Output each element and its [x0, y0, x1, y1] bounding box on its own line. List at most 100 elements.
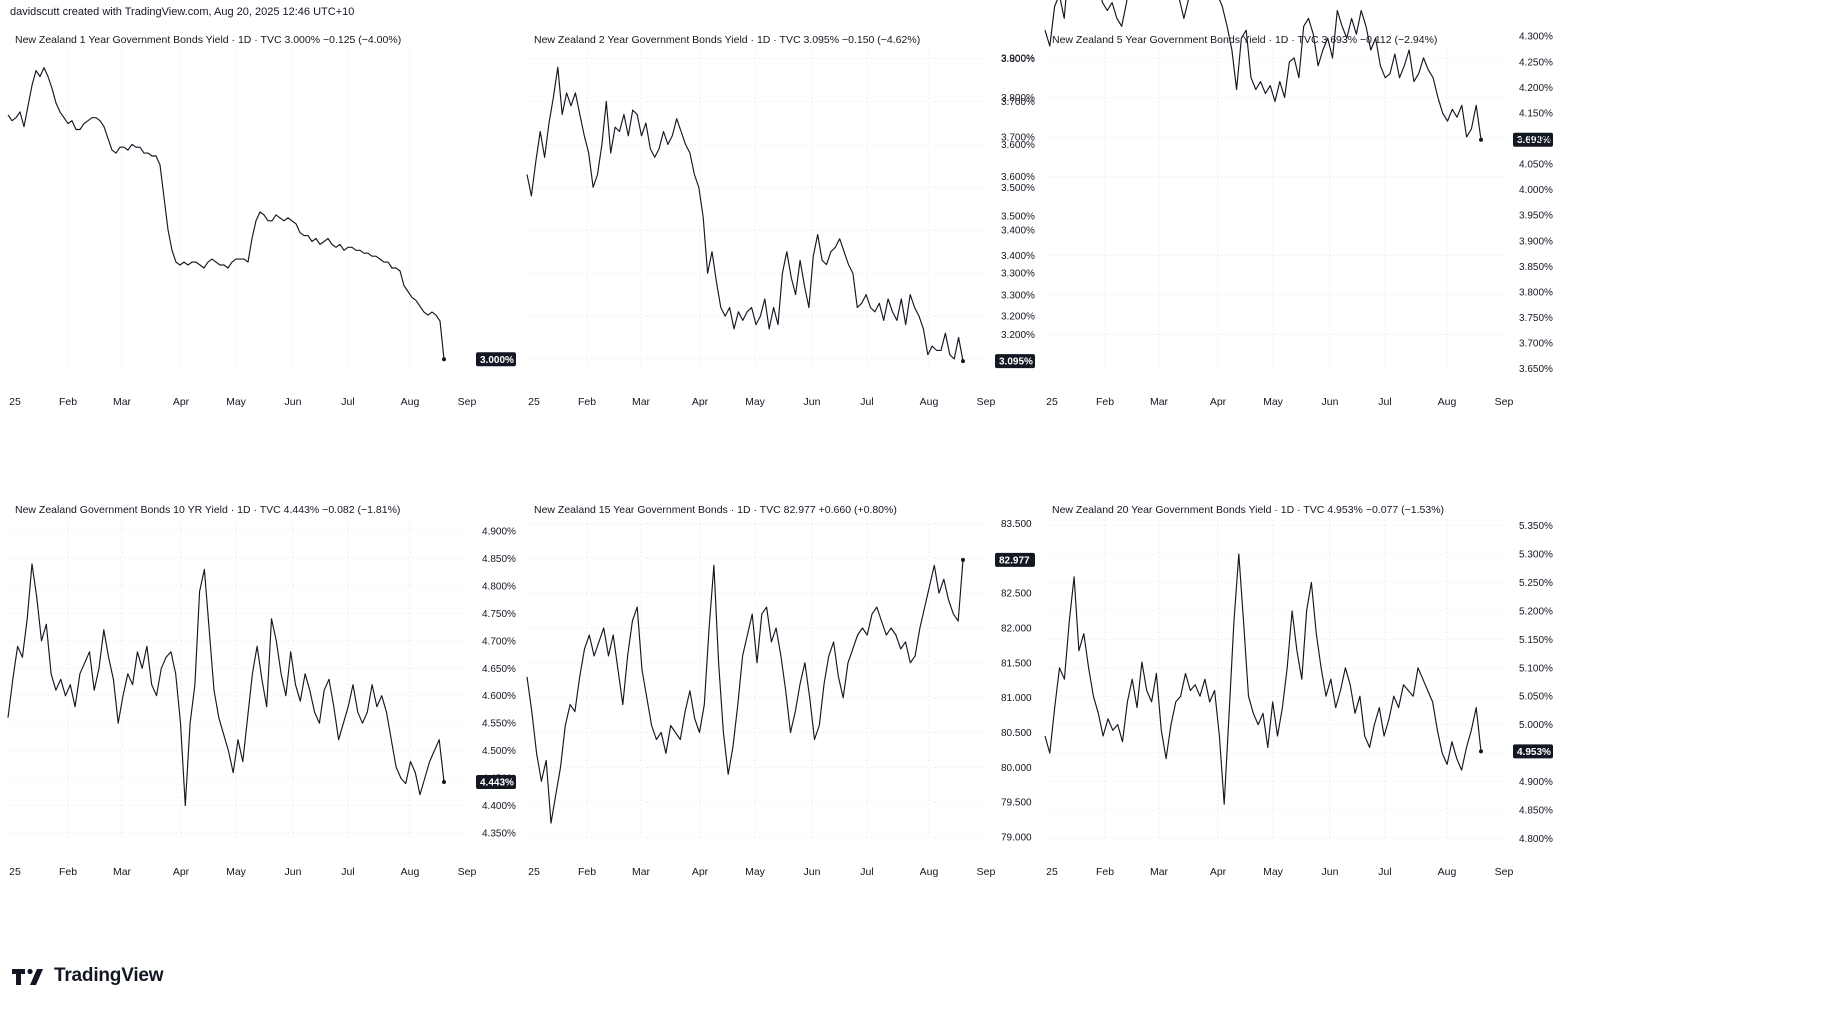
- x-tick-label: May: [1263, 396, 1284, 408]
- y-tick-label: 4.850%: [482, 554, 516, 565]
- y-tick-label: 4.500%: [482, 746, 516, 757]
- x-tick-label: Feb: [578, 396, 596, 408]
- y-tick-label: 4.700%: [482, 636, 516, 647]
- x-tick-label: Mar: [632, 866, 651, 878]
- series-line: [526, 559, 964, 824]
- chart-panel-1y[interactable]: New Zealand 1 Year Government Bonds Yiel…: [0, 24, 610, 484]
- last-point-marker: [442, 779, 446, 784]
- y-tick-label: 81.000: [1001, 693, 1032, 704]
- x-tick-label: Jun: [1322, 396, 1339, 408]
- x-tick-label: 25: [528, 866, 540, 878]
- y-tick-label: 4.800%: [1519, 834, 1553, 845]
- right-axis-tick-label: 3.650%: [1519, 364, 1553, 375]
- y-tick-label: 3.300%: [1001, 290, 1035, 301]
- x-tick-label: Mar: [1150, 866, 1169, 878]
- legend-5y: New Zealand 5 Year Government Bonds Yiel…: [1052, 34, 1438, 46]
- x-tick-label: Aug: [920, 396, 939, 408]
- x-tick-label: May: [745, 866, 766, 878]
- legend-20y: New Zealand 20 Year Government Bonds Yie…: [1052, 504, 1445, 516]
- last-point-marker: [961, 557, 965, 562]
- plot-5y[interactable]: 3.900%3.800%3.700%3.600%3.500%3.400%3.30…: [1001, 0, 1647, 484]
- plot-10y[interactable]: 4.900% 4.850% 4.800% 4.750% 4.700% 4.650% 4.60…: [0, 494, 610, 954]
- x-tick-label: May: [745, 396, 766, 408]
- plot-15y[interactable]: 83.50083.00082.50082.00081.50081.00080.5…: [519, 494, 1129, 954]
- y-tick-label: 3.400%: [1001, 251, 1035, 262]
- chart-panel-10y[interactable]: New Zealand Government Bonds 10 YR Yield…: [0, 494, 610, 954]
- chart-panel-2y[interactable]: New Zealand 2 Year Government Bonds Yiel…: [519, 24, 1129, 484]
- x-tick-label: Jul: [860, 866, 873, 878]
- right-axis-tick-label: 4.200%: [1519, 83, 1553, 94]
- right-axis-tick-label: 3.900%: [1519, 236, 1553, 247]
- x-tick-label: Sep: [977, 396, 996, 408]
- last-value-badge: [1513, 744, 1553, 759]
- last-value-label: 4.443%: [480, 777, 514, 788]
- right-axis-tick-label: 4.100%: [1519, 134, 1553, 145]
- y-tick-label: 5.350%: [1519, 521, 1553, 532]
- y-tick-label: 79.500: [1001, 798, 1032, 809]
- plot-2y[interactable]: 3.800%3.700%3.600%3.500%3.400%3.300%3.20…: [519, 24, 1129, 484]
- last-value-badge: [995, 552, 1035, 567]
- y-tick-label: 5.200%: [1519, 606, 1553, 617]
- y-tick-label: 5.250%: [1519, 578, 1553, 589]
- x-tick-label: Aug: [1438, 396, 1457, 408]
- last-value-badge: [1513, 132, 1553, 147]
- x-tick-label: Jun: [1322, 866, 1339, 878]
- right-axis-tick-label: 4.000%: [1519, 185, 1553, 196]
- chart-panel-15y[interactable]: New Zealand 15 Year Government Bonds · 1…: [519, 494, 1129, 954]
- series-line: [1044, 553, 1482, 805]
- chart-panel-20y[interactable]: New Zealand 20 Year Government Bonds Yie…: [1037, 494, 1647, 954]
- x-tick-label: Aug: [401, 866, 420, 878]
- x-tick-label: Apr: [692, 396, 709, 408]
- y-tick-label: 83.500: [1001, 519, 1032, 530]
- y-tick-label: 3.200%: [1001, 330, 1035, 341]
- x-tick-label: Aug: [401, 396, 420, 408]
- plot-20y[interactable]: 5.350% 5.300% 5.250% 5.200% 5.150% 5.100% 5.05…: [1037, 494, 1647, 954]
- y-tick-label: 3.500%: [1001, 211, 1035, 222]
- tradingview-footer[interactable]: TradingView: [12, 965, 164, 987]
- y-tick-label: 3.700%: [1001, 97, 1035, 108]
- y-tick-label: 3.700%: [1001, 132, 1035, 143]
- plot-1y[interactable]: 25 Feb Mar Apr May Jun Jul Aug Sep 3.000%: [0, 24, 610, 484]
- x-tick-label: Apr: [692, 866, 709, 878]
- y-tick-label: 4.850%: [1519, 805, 1553, 816]
- y-tick-label: 4.900%: [482, 526, 516, 537]
- y-tick-label: 79.000: [1001, 833, 1032, 844]
- x-tick-label: Jul: [341, 866, 354, 878]
- last-point-marker: [1479, 137, 1483, 142]
- x-tick-label: 25: [9, 396, 21, 408]
- y-tick-label: 3.600%: [1001, 172, 1035, 183]
- x-tick-label: Sep: [1495, 866, 1514, 878]
- x-tick-label: Feb: [578, 866, 596, 878]
- x-tick-label: Jun: [285, 866, 302, 878]
- x-tick-label: Jul: [341, 396, 354, 408]
- right-axis-tick-label: 3.750%: [1519, 313, 1553, 324]
- x-tick-label: Aug: [1438, 866, 1457, 878]
- x-tick-label: 25: [1046, 866, 1058, 878]
- x-tick-label: Mar: [113, 866, 132, 878]
- last-point-marker: [961, 359, 965, 364]
- series-line: [7, 563, 445, 807]
- chart-panel-5y[interactable]: New Zealand 5 Year Government Bonds Yiel…: [1001, 0, 1647, 484]
- x-tick-label: May: [226, 396, 247, 408]
- last-value-badge: [995, 354, 1035, 369]
- x-tick-label: Jun: [285, 396, 302, 408]
- x-tick-label: Jul: [1378, 866, 1391, 878]
- y-tick-label: 3.200%: [1001, 312, 1035, 323]
- x-tick-label: May: [1263, 866, 1284, 878]
- y-tick-label: 4.600%: [482, 691, 516, 702]
- y-tick-label: 81.500: [1001, 658, 1032, 669]
- right-axis-tick-label: 4.050%: [1519, 160, 1553, 171]
- y-tick-label: 4.800%: [482, 581, 516, 592]
- brand-name: TradingView: [54, 965, 164, 986]
- y-tick-label: 4.350%: [482, 829, 516, 840]
- x-tick-label: 25: [1046, 396, 1058, 408]
- x-tick-label: Jul: [1378, 396, 1391, 408]
- legend-2y: New Zealand 2 Year Government Bonds Yiel…: [534, 34, 921, 46]
- legend-10y: New Zealand Government Bonds 10 YR Yield…: [15, 504, 401, 516]
- x-tick-label: 25: [9, 866, 21, 878]
- right-axis-tick-label: 3.700%: [1519, 339, 1553, 350]
- y-tick-label: 4.900%: [1519, 777, 1553, 788]
- last-value-label: 82.977: [999, 555, 1030, 566]
- last-point-marker: [442, 357, 446, 362]
- legend-15y: New Zealand 15 Year Government Bonds · 1…: [534, 504, 897, 516]
